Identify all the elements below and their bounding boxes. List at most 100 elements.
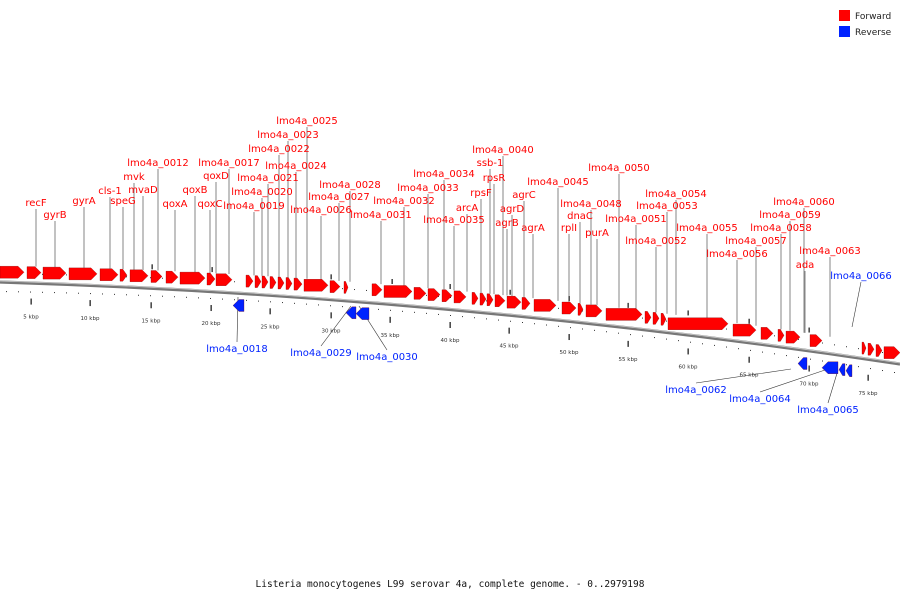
reverse-gene-label[interactable]: lmo4a_0066 bbox=[830, 271, 892, 282]
forward-gene-label[interactable]: lmo4a_0024 bbox=[265, 161, 327, 172]
forward-gene-label[interactable]: lmo4a_0059 bbox=[759, 210, 821, 221]
forward-gene-label[interactable]: arcA bbox=[456, 203, 479, 214]
forward-gene-arrow[interactable] bbox=[285, 277, 293, 290]
forward-gene-label[interactable]: agrD bbox=[500, 204, 525, 215]
forward-gene-label[interactable]: lmo4a_0045 bbox=[527, 177, 589, 188]
forward-gene-arrow[interactable] bbox=[441, 289, 453, 302]
forward-gene-arrow[interactable] bbox=[371, 283, 383, 296]
forward-gene-arrow[interactable] bbox=[785, 330, 801, 344]
forward-gene-arrow[interactable] bbox=[667, 317, 729, 330]
forward-gene-arrow[interactable] bbox=[206, 272, 216, 286]
forward-gene-label[interactable]: lmo4a_0055 bbox=[676, 223, 738, 234]
forward-gene-label[interactable]: lmo4a_0060 bbox=[773, 197, 835, 208]
forward-gene-arrow[interactable] bbox=[486, 293, 494, 306]
forward-gene-arrow[interactable] bbox=[383, 285, 413, 298]
forward-gene-label[interactable]: lmo4a_0056 bbox=[706, 249, 768, 260]
forward-gene-label[interactable]: lmo4a_0051 bbox=[605, 214, 667, 225]
reverse-gene-label[interactable]: lmo4a_0062 bbox=[665, 385, 727, 396]
forward-gene-label[interactable]: ada bbox=[796, 260, 815, 271]
forward-gene-label[interactable]: rplI bbox=[561, 223, 577, 234]
forward-gene-label[interactable]: mvk bbox=[123, 172, 145, 183]
forward-gene-arrow[interactable] bbox=[861, 341, 867, 355]
forward-gene-label[interactable]: purA bbox=[585, 228, 609, 239]
forward-gene-label[interactable]: lmo4a_0052 bbox=[625, 236, 687, 247]
reverse-gene-label[interactable]: lmo4a_0029 bbox=[290, 348, 352, 359]
forward-gene-arrow[interactable] bbox=[883, 346, 900, 359]
forward-gene-arrow[interactable] bbox=[129, 269, 149, 282]
forward-gene-label[interactable]: agrA bbox=[521, 223, 545, 234]
forward-gene-label[interactable]: cls-1 bbox=[98, 186, 121, 197]
forward-gene-arrow[interactable] bbox=[533, 299, 557, 312]
forward-gene-arrow[interactable] bbox=[413, 287, 427, 300]
forward-gene-arrow[interactable] bbox=[809, 334, 823, 347]
forward-gene-label[interactable]: lmo4a_0040 bbox=[472, 145, 534, 156]
forward-gene-arrow[interactable] bbox=[875, 344, 883, 357]
forward-gene-label[interactable]: qoxC bbox=[197, 199, 222, 210]
forward-gene-label[interactable]: lmo4a_0026 bbox=[290, 205, 352, 216]
forward-gene-label[interactable]: gyrB bbox=[43, 210, 66, 221]
forward-gene-arrow[interactable] bbox=[453, 290, 467, 304]
forward-gene-arrow[interactable] bbox=[867, 343, 875, 356]
forward-gene-label[interactable]: lmo4a_0025 bbox=[276, 116, 338, 127]
forward-gene-arrow[interactable] bbox=[494, 294, 506, 307]
forward-gene-arrow[interactable] bbox=[0, 266, 25, 279]
reverse-gene-label[interactable]: lmo4a_0065 bbox=[797, 405, 859, 416]
forward-gene-arrow[interactable] bbox=[68, 267, 98, 281]
forward-gene-arrow[interactable] bbox=[585, 304, 603, 318]
forward-gene-label[interactable]: lmo4a_0022 bbox=[248, 144, 310, 155]
forward-gene-arrow[interactable] bbox=[652, 312, 660, 325]
forward-gene-label[interactable]: ssb-1 bbox=[477, 158, 504, 169]
forward-gene-arrow[interactable] bbox=[660, 313, 667, 326]
forward-gene-arrow[interactable] bbox=[427, 288, 441, 301]
reverse-gene-arrow[interactable] bbox=[232, 299, 245, 312]
forward-gene-label[interactable]: qoxD bbox=[203, 171, 229, 182]
forward-gene-label[interactable]: rpsR bbox=[483, 173, 506, 184]
forward-gene-arrow[interactable] bbox=[479, 292, 487, 306]
reverse-gene-arrow[interactable] bbox=[838, 363, 846, 376]
forward-gene-arrow[interactable] bbox=[277, 276, 285, 290]
forward-gene-arrow[interactable] bbox=[293, 277, 303, 291]
forward-gene-label[interactable]: mvaD bbox=[128, 185, 158, 196]
forward-gene-arrow[interactable] bbox=[343, 281, 349, 294]
forward-gene-arrow[interactable] bbox=[254, 275, 262, 288]
forward-gene-label[interactable]: lmo4a_0050 bbox=[588, 163, 650, 174]
forward-gene-arrow[interactable] bbox=[303, 279, 329, 292]
forward-gene-label[interactable]: lmo4a_0054 bbox=[645, 189, 707, 200]
forward-gene-arrow[interactable] bbox=[506, 296, 522, 309]
reverse-gene-arrow[interactable] bbox=[845, 364, 853, 377]
reverse-gene-label[interactable]: lmo4a_0030 bbox=[356, 352, 418, 363]
forward-gene-label[interactable]: gyrA bbox=[72, 196, 95, 207]
forward-gene-arrow[interactable] bbox=[245, 274, 254, 288]
reverse-gene-label[interactable]: lmo4a_0018 bbox=[206, 344, 268, 355]
forward-gene-label[interactable]: agrB bbox=[495, 218, 519, 229]
reverse-gene-arrow[interactable] bbox=[797, 357, 808, 370]
forward-gene-arrow[interactable] bbox=[179, 271, 206, 285]
forward-gene-arrow[interactable] bbox=[261, 275, 269, 289]
reverse-gene-arrow[interactable] bbox=[355, 307, 370, 320]
forward-gene-arrow[interactable] bbox=[732, 323, 757, 337]
forward-gene-label[interactable]: lmo4a_0019 bbox=[223, 201, 285, 212]
forward-gene-arrow[interactable] bbox=[644, 311, 652, 324]
forward-gene-arrow[interactable] bbox=[577, 303, 584, 316]
forward-gene-arrow[interactable] bbox=[329, 280, 341, 293]
forward-gene-arrow[interactable] bbox=[605, 308, 643, 321]
forward-gene-label[interactable]: agrC bbox=[512, 190, 536, 201]
forward-gene-label[interactable]: speG bbox=[110, 196, 135, 207]
forward-gene-label[interactable]: lmo4a_0053 bbox=[636, 201, 698, 212]
forward-gene-label[interactable]: qoxA bbox=[163, 199, 188, 210]
forward-gene-arrow[interactable] bbox=[99, 268, 119, 281]
forward-gene-label[interactable]: recF bbox=[25, 198, 47, 209]
forward-gene-label[interactable]: lmo4a_0032 bbox=[373, 196, 435, 207]
forward-gene-label[interactable]: lmo4a_0012 bbox=[127, 158, 189, 169]
reverse-gene-arrow[interactable] bbox=[345, 306, 357, 319]
forward-gene-label[interactable]: lmo4a_0035 bbox=[423, 215, 485, 226]
forward-gene-label[interactable]: lmo4a_0031 bbox=[350, 210, 412, 221]
forward-gene-label[interactable]: lmo4a_0048 bbox=[560, 199, 622, 210]
reverse-gene-arrow[interactable] bbox=[821, 361, 839, 374]
forward-gene-label[interactable]: lmo4a_0034 bbox=[413, 169, 475, 180]
forward-gene-arrow[interactable] bbox=[26, 266, 42, 279]
forward-gene-label[interactable]: lmo4a_0023 bbox=[257, 130, 319, 141]
forward-gene-arrow[interactable] bbox=[42, 266, 67, 280]
forward-gene-arrow[interactable] bbox=[760, 327, 774, 340]
forward-gene-label[interactable]: lmo4a_0063 bbox=[799, 246, 861, 257]
